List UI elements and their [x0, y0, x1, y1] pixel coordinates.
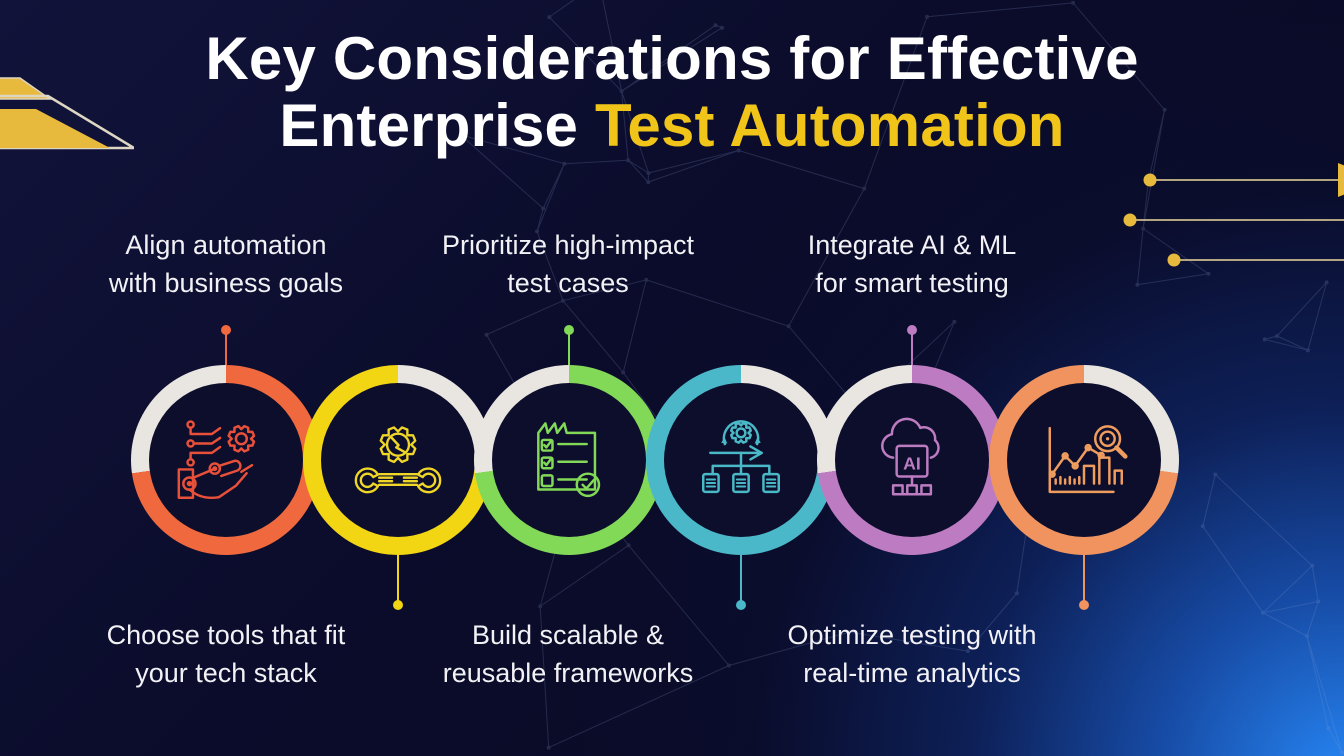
svg-text:AI: AI — [904, 453, 922, 473]
